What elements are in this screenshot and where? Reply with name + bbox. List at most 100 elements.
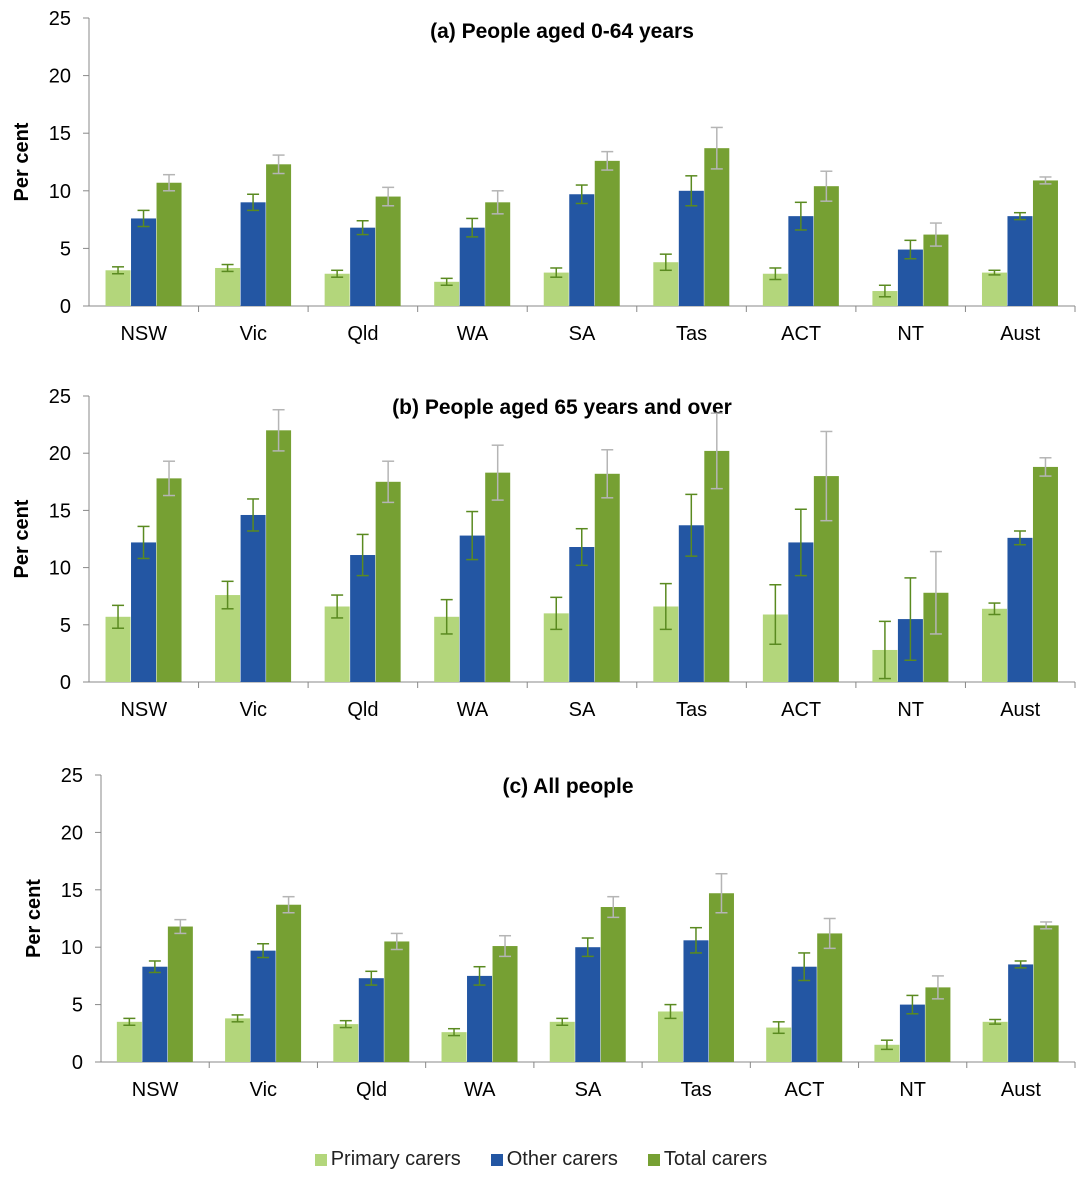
- bar-other-carers: [358, 978, 384, 1062]
- x-tick-label-nsw: NSW: [132, 1079, 179, 1101]
- chart-canvas: 0 5 10 15 20 25 Per cent (a) People aged 0-64 y…: [11, 8, 1076, 1101]
- x-tick-label-wa: WA: [457, 699, 489, 721]
- y-tick-label: 20: [49, 66, 71, 88]
- bar-other-carers: [131, 218, 157, 306]
- x-tick-label-wa: WA: [464, 1079, 496, 1101]
- bar-primary-carers: [215, 595, 241, 682]
- bar-total-carers: [1032, 180, 1058, 306]
- bar-primary-carers: [981, 608, 1007, 682]
- bar-primary-carers: [324, 606, 350, 682]
- bar-primary-carers: [543, 272, 569, 306]
- bar-other-carers: [569, 194, 595, 306]
- legend-label-other: Other carers: [506, 1148, 618, 1170]
- bar-total-carers: [375, 481, 401, 682]
- bar-total-carers: [817, 933, 843, 1062]
- legend-label-primary: Primary carers: [330, 1148, 461, 1170]
- bar-other-carers: [1008, 964, 1034, 1062]
- bar-total-carers: [813, 186, 839, 306]
- bar-total-carers: [266, 164, 292, 306]
- x-tick-label-wa: WA: [457, 323, 489, 345]
- legend-swatch-primary: [314, 1153, 327, 1166]
- bar-primary-carers: [215, 267, 241, 306]
- y-tick-label: 15: [49, 123, 71, 145]
- bar-primary-carers: [441, 1032, 467, 1062]
- y-tick-label: 0: [60, 672, 71, 694]
- x-tick-label-nt: NT: [897, 323, 924, 345]
- bar-primary-carers: [333, 1024, 359, 1062]
- x-tick-label-act: ACT: [784, 1079, 824, 1101]
- y-tick-label: 25: [49, 8, 71, 30]
- y-axis-title: Per cent: [11, 499, 33, 578]
- legend-label-total: Total carers: [663, 1148, 768, 1170]
- x-tick-label-vic: Vic: [240, 699, 267, 721]
- legend-item-total: Total carers: [647, 1148, 768, 1171]
- bar-total-carers: [156, 478, 182, 682]
- y-tick-label: 25: [61, 765, 83, 787]
- bar-other-carers: [575, 947, 601, 1062]
- bar-other-carers: [131, 542, 157, 682]
- y-tick-label: 5: [60, 238, 71, 260]
- y-tick-label: 25: [49, 386, 71, 408]
- bar-total-carers: [375, 196, 401, 306]
- x-tick-label-act: ACT: [781, 699, 821, 721]
- bar-total-carers: [708, 893, 734, 1062]
- bar-primary-carers: [981, 272, 1007, 306]
- y-axis-title: Per cent: [23, 879, 45, 958]
- bar-other-carers: [459, 227, 485, 306]
- bar-primary-carers: [225, 1018, 251, 1062]
- bar-other-carers: [240, 202, 266, 306]
- bar-total-carers: [156, 182, 182, 306]
- bar-other-carers: [569, 547, 595, 682]
- x-tick-label-tas: Tas: [676, 323, 707, 345]
- bar-total-carers: [594, 160, 620, 306]
- bar-total-carers: [925, 987, 951, 1062]
- bar-other-carers: [1007, 216, 1033, 306]
- x-tick-label-nsw: NSW: [120, 699, 167, 721]
- x-tick-label-nsw: NSW: [120, 323, 167, 345]
- bar-other-carers: [240, 514, 266, 682]
- bar-total-carers: [485, 472, 511, 682]
- bar-primary-carers: [872, 291, 898, 306]
- bar-primary-carers: [105, 270, 131, 306]
- bar-primary-carers: [549, 1021, 575, 1062]
- y-tick-label: 10: [61, 937, 83, 959]
- bar-total-carers: [167, 926, 193, 1062]
- bar-primary-carers: [982, 1021, 1008, 1062]
- x-tick-label-qld: Qld: [347, 323, 378, 345]
- y-tick-label: 20: [61, 822, 83, 844]
- x-tick-label-tas: Tas: [681, 1079, 712, 1101]
- x-tick-label-aust: Aust: [1001, 1079, 1041, 1101]
- bar-total-carers: [485, 202, 511, 306]
- x-tick-label-vic: Vic: [240, 323, 267, 345]
- bar-primary-carers: [874, 1044, 900, 1062]
- bar-total-carers: [704, 450, 730, 682]
- y-axis-title: Per cent: [11, 122, 33, 201]
- chart-panel-0: 0 5 10 15 20 25 Per cent (a) People aged 0-64 y…: [11, 8, 1076, 345]
- bar-other-carers: [791, 966, 817, 1062]
- x-tick-label-sa: SA: [569, 323, 596, 345]
- x-tick-label-aust: Aust: [1000, 699, 1040, 721]
- panel-title: (c) All people: [502, 775, 633, 798]
- bar-total-carers: [276, 904, 302, 1062]
- bar-other-carers: [683, 940, 709, 1062]
- bar-other-carers: [350, 227, 376, 306]
- legend-swatch-total: [647, 1153, 660, 1166]
- chart-panel-2: 0 5 10 15 20 25 Per cent (c) All people NSW Vic Ql…: [23, 765, 1076, 1101]
- bar-other-carers: [142, 966, 168, 1062]
- y-tick-label: 0: [72, 1052, 83, 1074]
- y-tick-label: 5: [72, 995, 83, 1017]
- x-tick-label-tas: Tas: [676, 699, 707, 721]
- bar-total-carers: [384, 941, 410, 1062]
- legend-item-other: Other carers: [490, 1148, 618, 1171]
- bar-total-carers: [704, 148, 730, 306]
- y-tick-label: 10: [49, 558, 71, 580]
- bar-total-carers: [492, 946, 518, 1062]
- legend: Primary carers Other carers Total carers: [0, 1148, 1082, 1171]
- bar-primary-carers: [324, 273, 350, 306]
- panel-title: (b) People aged 65 years and over: [392, 396, 732, 419]
- x-tick-label-sa: SA: [569, 699, 596, 721]
- x-tick-label-act: ACT: [781, 323, 821, 345]
- bar-primary-carers: [116, 1021, 142, 1062]
- y-tick-label: 0: [60, 296, 71, 318]
